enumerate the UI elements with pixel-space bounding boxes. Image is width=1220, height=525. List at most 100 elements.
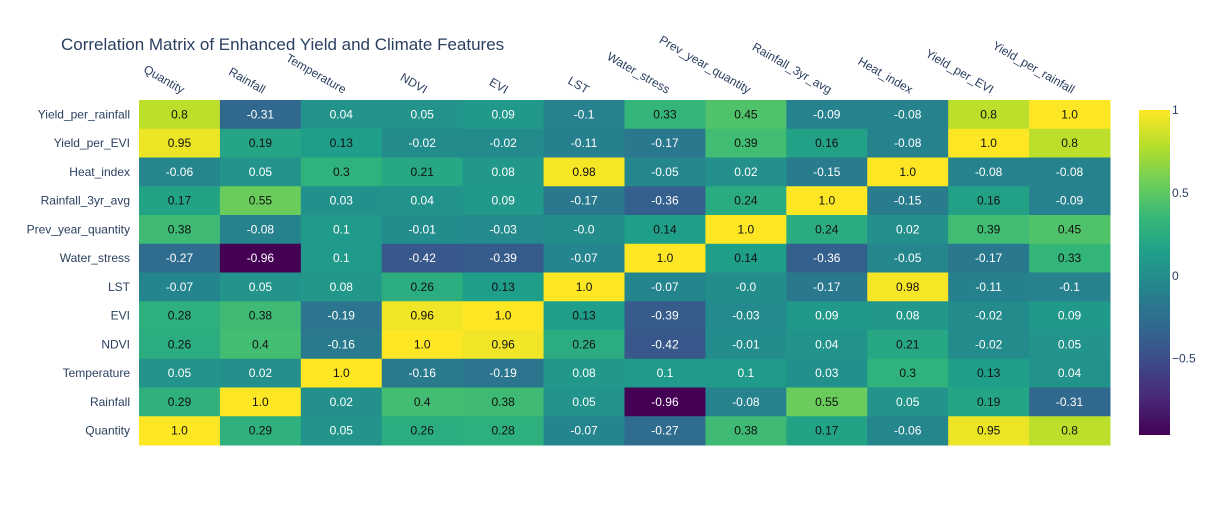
cell-value-label: 0.02: [734, 165, 758, 179]
cell-value-label: 0.26: [168, 337, 192, 351]
cell-value-label: 0.96: [411, 309, 435, 323]
cell-value-label: 1.0: [252, 395, 269, 409]
cell-value-label: -0.02: [975, 337, 1003, 351]
heatmap-cell: [300, 387, 383, 417]
cell-value-label: -0.17: [975, 251, 1003, 265]
cell-value-label: 0.04: [330, 107, 354, 121]
heatmap-cell: [624, 272, 706, 302]
cell-value-label: 0.38: [734, 424, 758, 438]
colorbar: 1 0.5 0 −0.5: [1139, 103, 1196, 435]
heatmap-cell: [462, 272, 545, 302]
cell-value-label: -0.27: [166, 251, 194, 265]
cell-value-label: 0.1: [738, 366, 755, 380]
cell-value-label: 0.03: [815, 366, 839, 380]
heatmap-cell: [543, 387, 625, 417]
cell-value-label: 0.98: [896, 280, 920, 294]
cell-value-label: 0.28: [168, 309, 192, 323]
heatmap-cell: [381, 128, 464, 158]
heatmap-cell: [300, 215, 383, 245]
heatmap-cell: [867, 387, 949, 417]
y-tick-label: Temperature: [63, 366, 131, 380]
cell-value-label: 1.0: [657, 251, 674, 265]
heatmap-cell: [300, 128, 383, 158]
heatmap-cells: [139, 100, 1111, 446]
heatmap-cell: [381, 215, 464, 245]
heatmap-cell: [1029, 301, 1111, 331]
cell-value-label: -0.15: [813, 165, 841, 179]
heatmap-cell: [219, 387, 302, 417]
cell-value-label: 0.3: [899, 366, 916, 380]
heatmap-cell: [1029, 358, 1111, 388]
colorbar-tick-label: 0.5: [1172, 186, 1189, 200]
colorbar-tick-label: −0.5: [1172, 352, 1196, 366]
heatmap-cell: [139, 243, 221, 273]
cell-value-label: 0.39: [734, 136, 758, 150]
cell-value-label: -0.06: [166, 165, 194, 179]
cell-value-label: -0.27: [651, 424, 679, 438]
heatmap-cell: [381, 330, 464, 360]
x-tick-label: EVI: [487, 75, 511, 97]
cell-value-label: -0.05: [651, 165, 679, 179]
chart-title: Correlation Matrix of Enhanced Yield and…: [61, 35, 504, 54]
cell-value-label: -0.31: [247, 107, 275, 121]
heatmap-cell: [381, 358, 464, 388]
heatmap-cell: [624, 301, 706, 331]
cell-value-label: -0.07: [570, 251, 598, 265]
heatmap-cell: [867, 157, 949, 187]
cell-value-label: -0.08: [1056, 165, 1084, 179]
x-tick-label: NDVI: [398, 70, 430, 96]
cell-value-label: 0.21: [896, 337, 920, 351]
cell-value-label: 0.4: [414, 395, 431, 409]
y-tick-label: EVI: [111, 309, 130, 323]
heatmap-cell: [300, 301, 383, 331]
cell-value-label: 1.0: [818, 194, 835, 208]
heatmap-cell: [705, 157, 787, 187]
cell-value-label: 0.16: [815, 136, 839, 150]
heatmap-cell: [786, 301, 868, 331]
cell-value-label: -0.17: [570, 194, 598, 208]
cell-value-label: -0.39: [651, 309, 679, 323]
cell-value-label: 0.05: [411, 107, 435, 121]
cell-value-label: 0.17: [815, 424, 839, 438]
cell-value-label: 0.05: [249, 280, 273, 294]
x-tick-label: LST: [565, 73, 592, 96]
heatmap-cell: [139, 157, 221, 187]
cell-value-label: 0.05: [896, 395, 920, 409]
cell-value-label: 0.26: [411, 424, 435, 438]
heatmap-cell: [948, 243, 1030, 273]
heatmap-cell: [948, 387, 1030, 417]
cell-value-label: 0.09: [491, 194, 515, 208]
cell-value-label: -0.07: [651, 280, 679, 294]
cell-value-label: 1.0: [171, 424, 188, 438]
cell-value-label: 0.24: [815, 222, 839, 236]
cell-value-label: 0.13: [330, 136, 354, 150]
cell-value-label: 0.26: [572, 337, 596, 351]
cell-value-label: -0.02: [975, 309, 1003, 323]
heatmap-cell: [139, 301, 221, 331]
heatmap-cell: [705, 100, 787, 130]
cell-value-label: 0.55: [249, 194, 273, 208]
cell-value-label: 0.39: [977, 222, 1001, 236]
heatmap-cell: [381, 272, 464, 302]
cell-value-label: -0.05: [894, 251, 922, 265]
cell-value-label: -0.08: [894, 107, 922, 121]
cell-value-label: 0.17: [168, 194, 192, 208]
y-tick-label: LST: [108, 280, 131, 294]
cell-value-label: -0.07: [570, 424, 598, 438]
cell-value-label: 0.8: [1061, 424, 1078, 438]
heatmap-cell: [462, 416, 545, 446]
heatmap-cell: [462, 128, 545, 158]
heatmap-cell: [948, 330, 1030, 360]
y-tick-label: NDVI: [101, 337, 130, 351]
y-tick-label: Prev_year_quantity: [27, 222, 130, 236]
heatmap-cell: [786, 215, 868, 245]
heatmap-cell: [624, 186, 706, 216]
heatmap-cell: [705, 358, 787, 388]
y-tick-label: Yield_per_EVI: [54, 136, 130, 150]
cell-value-label: -0.08: [894, 136, 922, 150]
cell-value-label: -0.03: [489, 222, 517, 236]
cell-value-label: 1.0: [333, 366, 350, 380]
heatmap-cell: [1029, 100, 1111, 130]
cell-value-label: 0.26: [411, 280, 435, 294]
cell-value-label: 0.45: [734, 107, 758, 121]
